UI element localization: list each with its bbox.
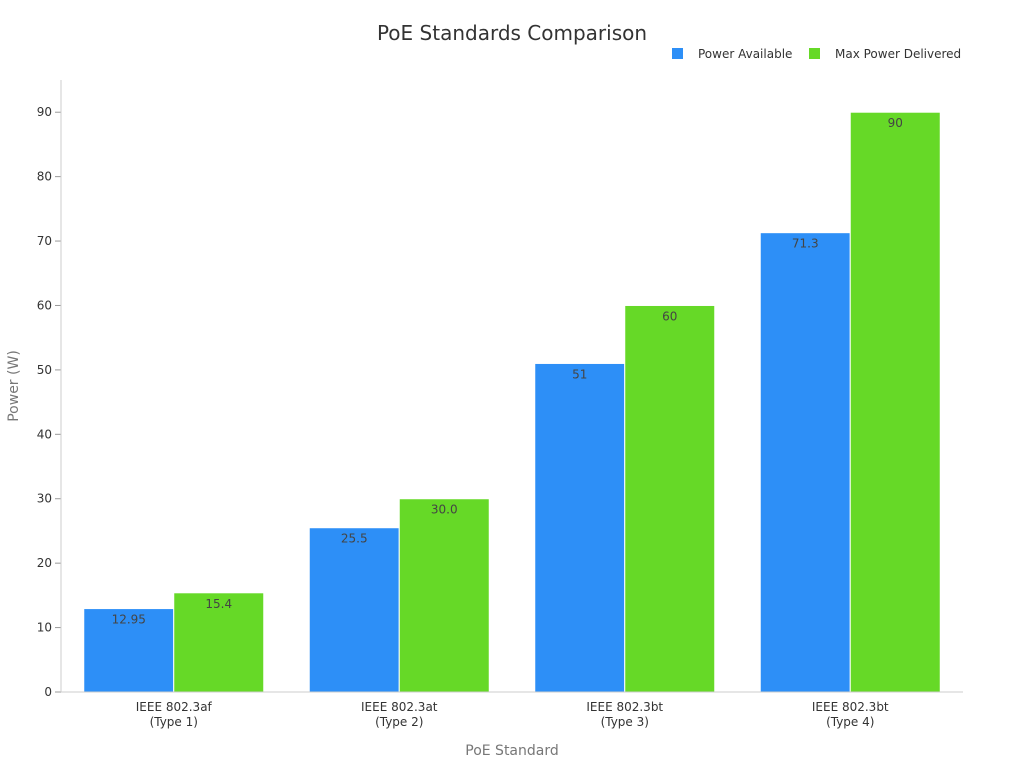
plot-area: 0 10 20 30 40 50 60 70 80 90 12.95 15.4 IEEE 802.3af…	[37, 105, 941, 729]
bar-max-power-delivered	[173, 592, 265, 693]
x-tick-label: IEEE 802.3bt (Type 3)	[586, 700, 663, 729]
x-tick-label-line: IEEE 802.3af	[136, 700, 213, 714]
y-tick-label: 40	[37, 427, 52, 441]
x-tick-label-line: IEEE 802.3bt	[812, 700, 889, 714]
y-tick-label: 90	[37, 105, 52, 119]
bar-max-power-delivered	[398, 498, 490, 693]
legend-label-max-power-delivered: Max Power Delivered	[835, 47, 961, 61]
x-tick-label-line: (Type 1)	[150, 715, 198, 729]
x-tick-label-line: IEEE 802.3bt	[586, 700, 663, 714]
y-tick-label: 50	[37, 363, 52, 377]
bar-value-label: 25.5	[341, 532, 368, 546]
legend: Power Available Max Power Delivered	[672, 47, 961, 61]
legend-swatch-power-available	[672, 48, 683, 59]
x-tick-label: IEEE 802.3at (Type 2)	[361, 700, 438, 729]
bar-value-label: 51	[572, 367, 587, 381]
y-tick-label: 20	[37, 556, 52, 570]
bar-max-power-delivered	[624, 304, 716, 693]
bar-value-label: 60	[662, 309, 677, 323]
bar-value-label: 12.95	[112, 613, 146, 627]
x-tick-label-line: IEEE 802.3at	[361, 700, 438, 714]
x-axis-title: PoE Standard	[465, 743, 559, 759]
bar-power-available	[759, 232, 851, 693]
legend-label-power-available: Power Available	[698, 47, 792, 61]
legend-swatch-max-power-delivered	[809, 48, 820, 59]
x-tick-label-line: (Type 2)	[375, 715, 423, 729]
y-tick-label: 60	[37, 298, 52, 312]
y-tick-label: 70	[37, 234, 52, 248]
bar-value-label: 15.4	[205, 597, 232, 611]
y-tick-label: 10	[37, 621, 52, 635]
y-tick-label: 0	[44, 685, 52, 699]
chart-title: PoE Standards Comparison	[377, 21, 647, 45]
x-tick-label-line: (Type 3)	[601, 715, 649, 729]
x-tick-label: IEEE 802.3af (Type 1)	[136, 700, 213, 729]
bar-value-label: 90	[888, 116, 903, 130]
x-tick-label: IEEE 802.3bt (Type 4)	[812, 700, 889, 729]
y-tick-label: 30	[37, 492, 52, 506]
bar-value-label: 71.3	[792, 237, 819, 251]
bar-max-power-delivered	[849, 111, 941, 693]
y-tick-label: 80	[37, 170, 52, 184]
y-axis-title: Power (W)	[6, 350, 22, 422]
bar-power-available	[534, 362, 626, 693]
bar-value-label: 30.0	[431, 503, 458, 517]
x-tick-label-line: (Type 4)	[826, 715, 874, 729]
bar-power-available	[308, 527, 400, 693]
